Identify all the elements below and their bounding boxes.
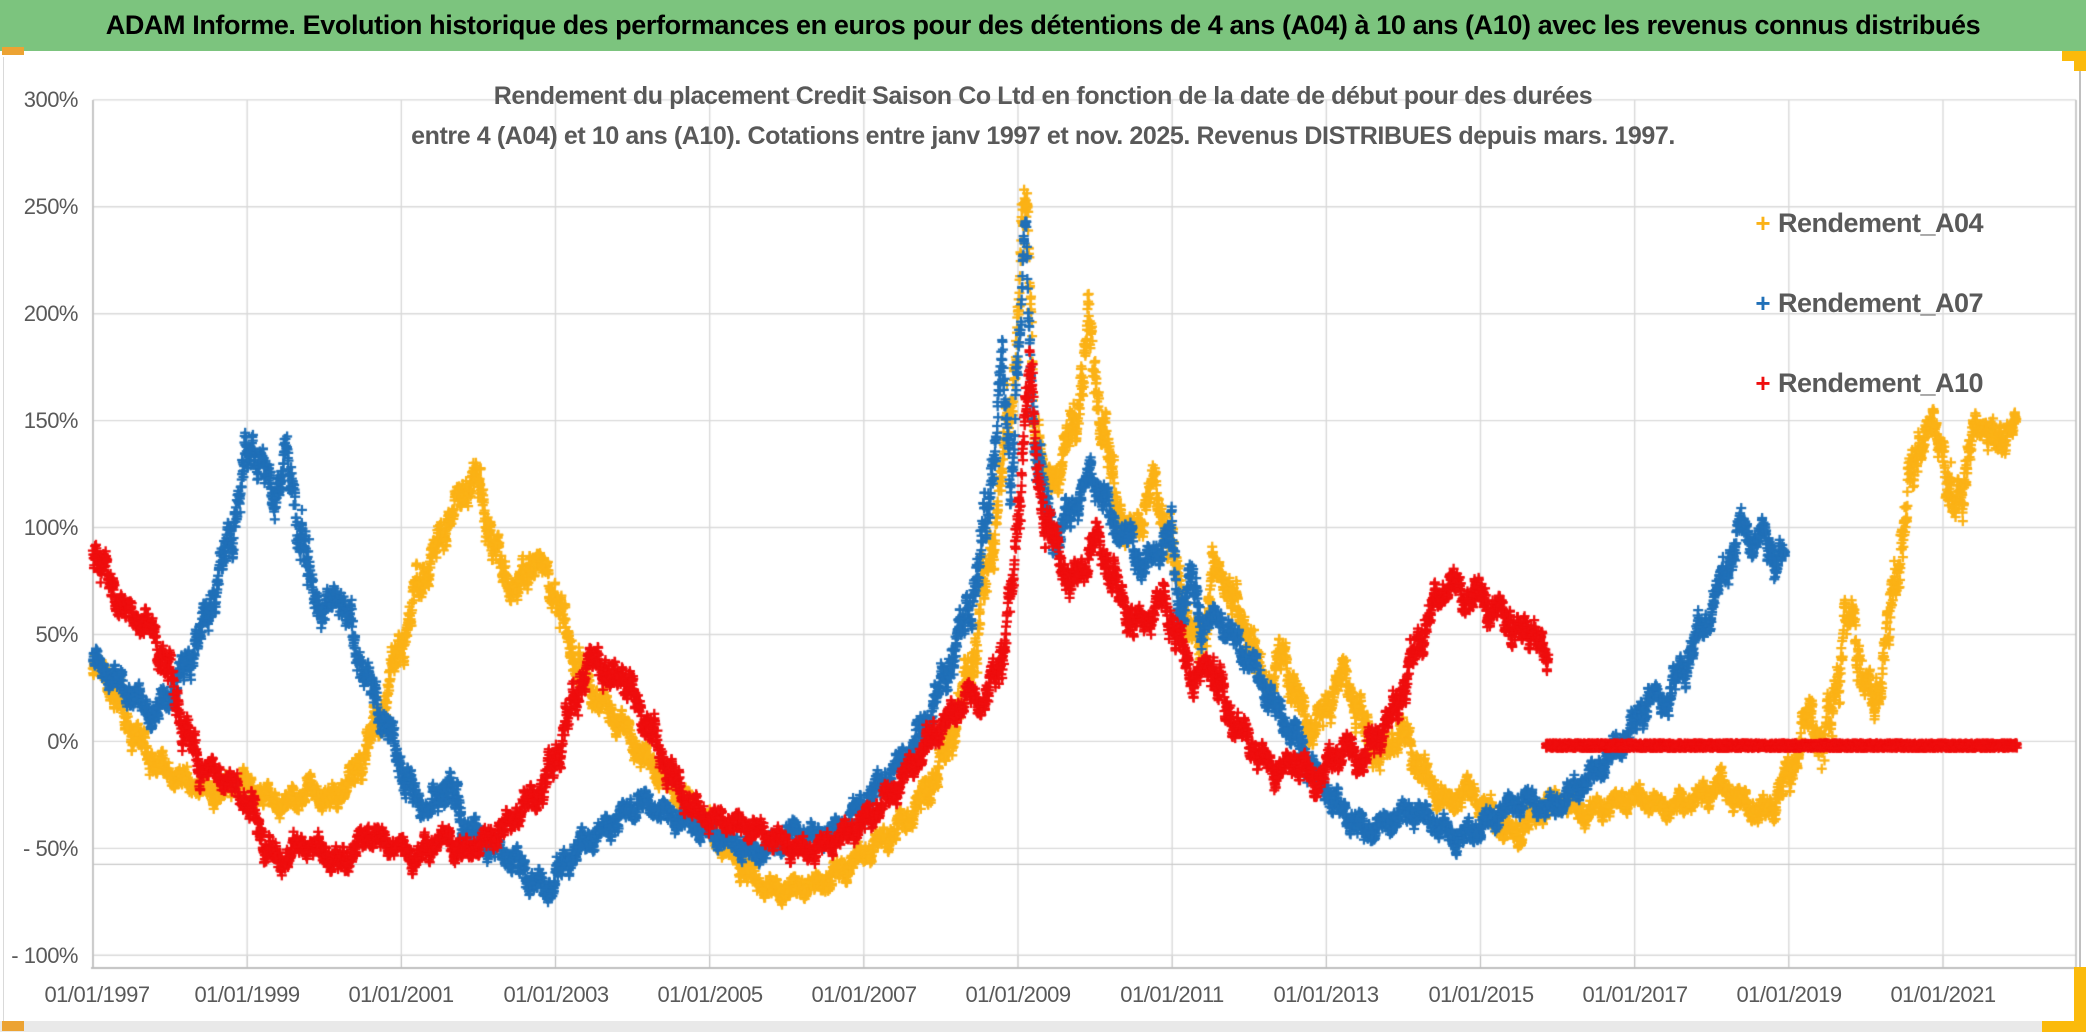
y-axis-label-neg50: - 50% <box>23 836 78 861</box>
y-axis-label-300: 300% <box>23 87 79 112</box>
legend-label-a07: Rendement_A07 <box>1778 287 1984 318</box>
accent-mark-bottom-right-v <box>2074 967 2086 1031</box>
x-axis-label-1999: 01/01/1999 <box>194 982 300 1007</box>
legend-label-a04: Rendement_A04 <box>1778 207 1984 238</box>
chart-legend: + Rendement_A04 + Rendement_A07 + Rendem… <box>1748 205 1983 445</box>
x-axis-label-2015: 01/01/2015 <box>1428 982 1534 1007</box>
legend-item-a07: + Rendement_A07 <box>1748 285 1983 321</box>
legend-item-a04: + Rendement_A04 <box>1748 205 1983 241</box>
x-axis-label-2003: 01/01/2003 <box>503 982 609 1007</box>
y-axis-label-150: 150% <box>23 408 79 433</box>
y-axis-label-250: 250% <box>23 194 79 219</box>
x-axis-label-2019: 01/01/2019 <box>1736 982 1842 1007</box>
x-axis-label-2009: 01/01/2009 <box>965 982 1071 1007</box>
y-axis-label-50: 50% <box>35 622 78 647</box>
x-axis-label-1997: 01/01/1997 <box>44 982 150 1007</box>
left-edge-line <box>3 57 4 1022</box>
x-axis-label-2013: 01/01/2013 <box>1273 982 1379 1007</box>
plus-marker-icon: + <box>1755 288 1771 318</box>
y-axis-label-100: 100% <box>23 515 79 540</box>
accent-mark-top-right-v <box>2074 51 2086 71</box>
bottom-strip <box>0 1021 2086 1032</box>
banner-title: ADAM Informe. Evolution historique des p… <box>105 10 1981 40</box>
x-axis-label-2011: 01/01/2011 <box>1120 982 1224 1007</box>
banner: ADAM Informe. Evolution historique des p… <box>0 0 2086 51</box>
accent-mark-bottom-left <box>2 1021 24 1031</box>
x-axis-label-2005: 01/01/2005 <box>657 982 763 1007</box>
x-axis-label-2021: 01/01/2021 <box>1890 982 1996 1007</box>
accent-mark-top-left <box>2 47 24 55</box>
y-axis-label-0: 0% <box>47 729 78 754</box>
right-edge-line <box>2079 53 2081 1032</box>
x-axis-label-2007: 01/01/2007 <box>811 982 917 1007</box>
x-axis-label-2001: 01/01/2001 <box>348 982 454 1007</box>
legend-item-a10: + Rendement_A10 <box>1748 365 1983 401</box>
x-axis-label-2017: 01/01/2017 <box>1582 982 1688 1007</box>
legend-label-a10: Rendement_A10 <box>1778 367 1984 398</box>
accent-mark-bottom-right-h <box>2042 1021 2086 1032</box>
y-axis-label-neg100: - 100% <box>11 943 78 968</box>
plus-marker-icon: + <box>1755 208 1771 238</box>
plus-marker-icon: + <box>1755 368 1771 398</box>
y-axis-label-200: 200% <box>23 301 79 326</box>
